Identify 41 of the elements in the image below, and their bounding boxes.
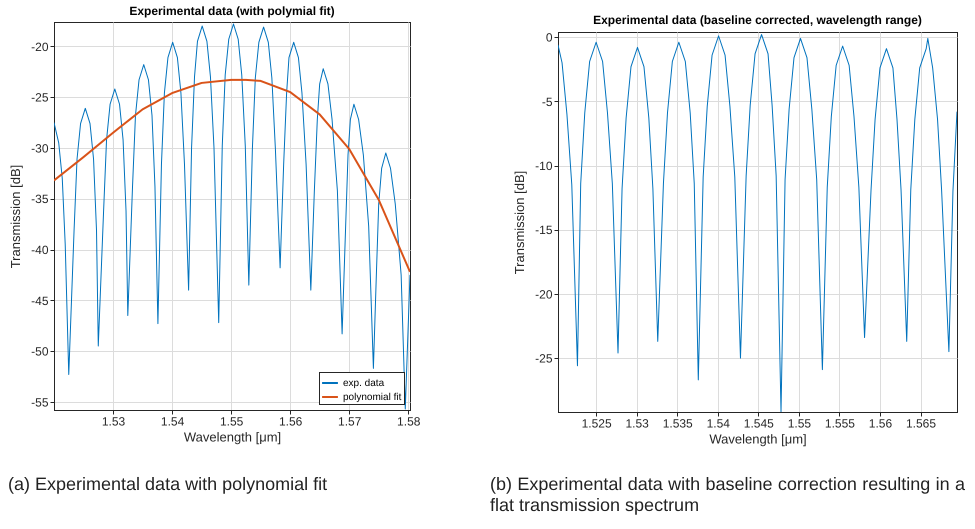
x-tick-label: 1.54 [706,416,730,430]
y-tick-label: -10 [535,159,553,174]
y-tick-label: -40 [31,243,49,258]
chart-title: Experimental data (with polymial fit) [129,4,335,18]
x-tick-label: 1.53 [625,416,650,430]
legend-label: exp. data [343,378,385,389]
legend-label: polynomial fit [343,392,402,403]
x-tick-label: 1.555 [824,416,856,430]
line-series [54,78,410,273]
y-tick-label: -50 [31,344,49,359]
x-tick-label: 1.545 [744,416,774,430]
y-tick-label: -15 [535,223,553,238]
x-tick-label: 1.58 [397,414,421,428]
y-tick-label: -55 [31,395,49,410]
y-tick-label: -20 [535,287,553,302]
x-tick-label: 1.535 [662,416,694,430]
x-axis-title: Wavelength [μm] [184,430,282,444]
y-axis-title: Transmission [dB] [8,164,24,268]
x-tick-label: 1.55 [788,416,812,430]
y-tick-label: -20 [31,40,49,54]
x-tick-label: 1.55 [220,414,244,428]
chart-title: Experimental data (baseline corrected, wavelength range) [593,13,922,28]
x-tick-label: 1.53 [102,414,126,428]
y-tick-label: -30 [31,141,49,156]
x-tick-label: 1.525 [582,416,612,430]
y-tick-label: -35 [31,192,49,206]
y-tick-label: -5 [542,94,553,109]
x-tick-label: 1.54 [160,414,185,428]
y-tick-label: -45 [31,294,49,308]
y-tick-label: 0 [546,30,553,45]
y-tick-label: -25 [535,352,553,366]
text: (b) Experimental data with baseline correction resulting in a flat transmission spectrum [490,474,965,516]
x-axis-title: Wavelength [μm] [709,432,807,446]
x-tick-label: 1.56 [868,416,892,430]
x-tick-label: 1.565 [906,416,936,430]
y-tick-label: -25 [31,90,49,105]
line-series [558,34,957,412]
y-axis-title: Transmission [dB] [512,170,528,274]
text: (a) Experimental data with polynomial fit [8,474,328,495]
x-tick-label: 1.56 [278,414,303,428]
x-tick-label: 1.57 [338,414,362,428]
